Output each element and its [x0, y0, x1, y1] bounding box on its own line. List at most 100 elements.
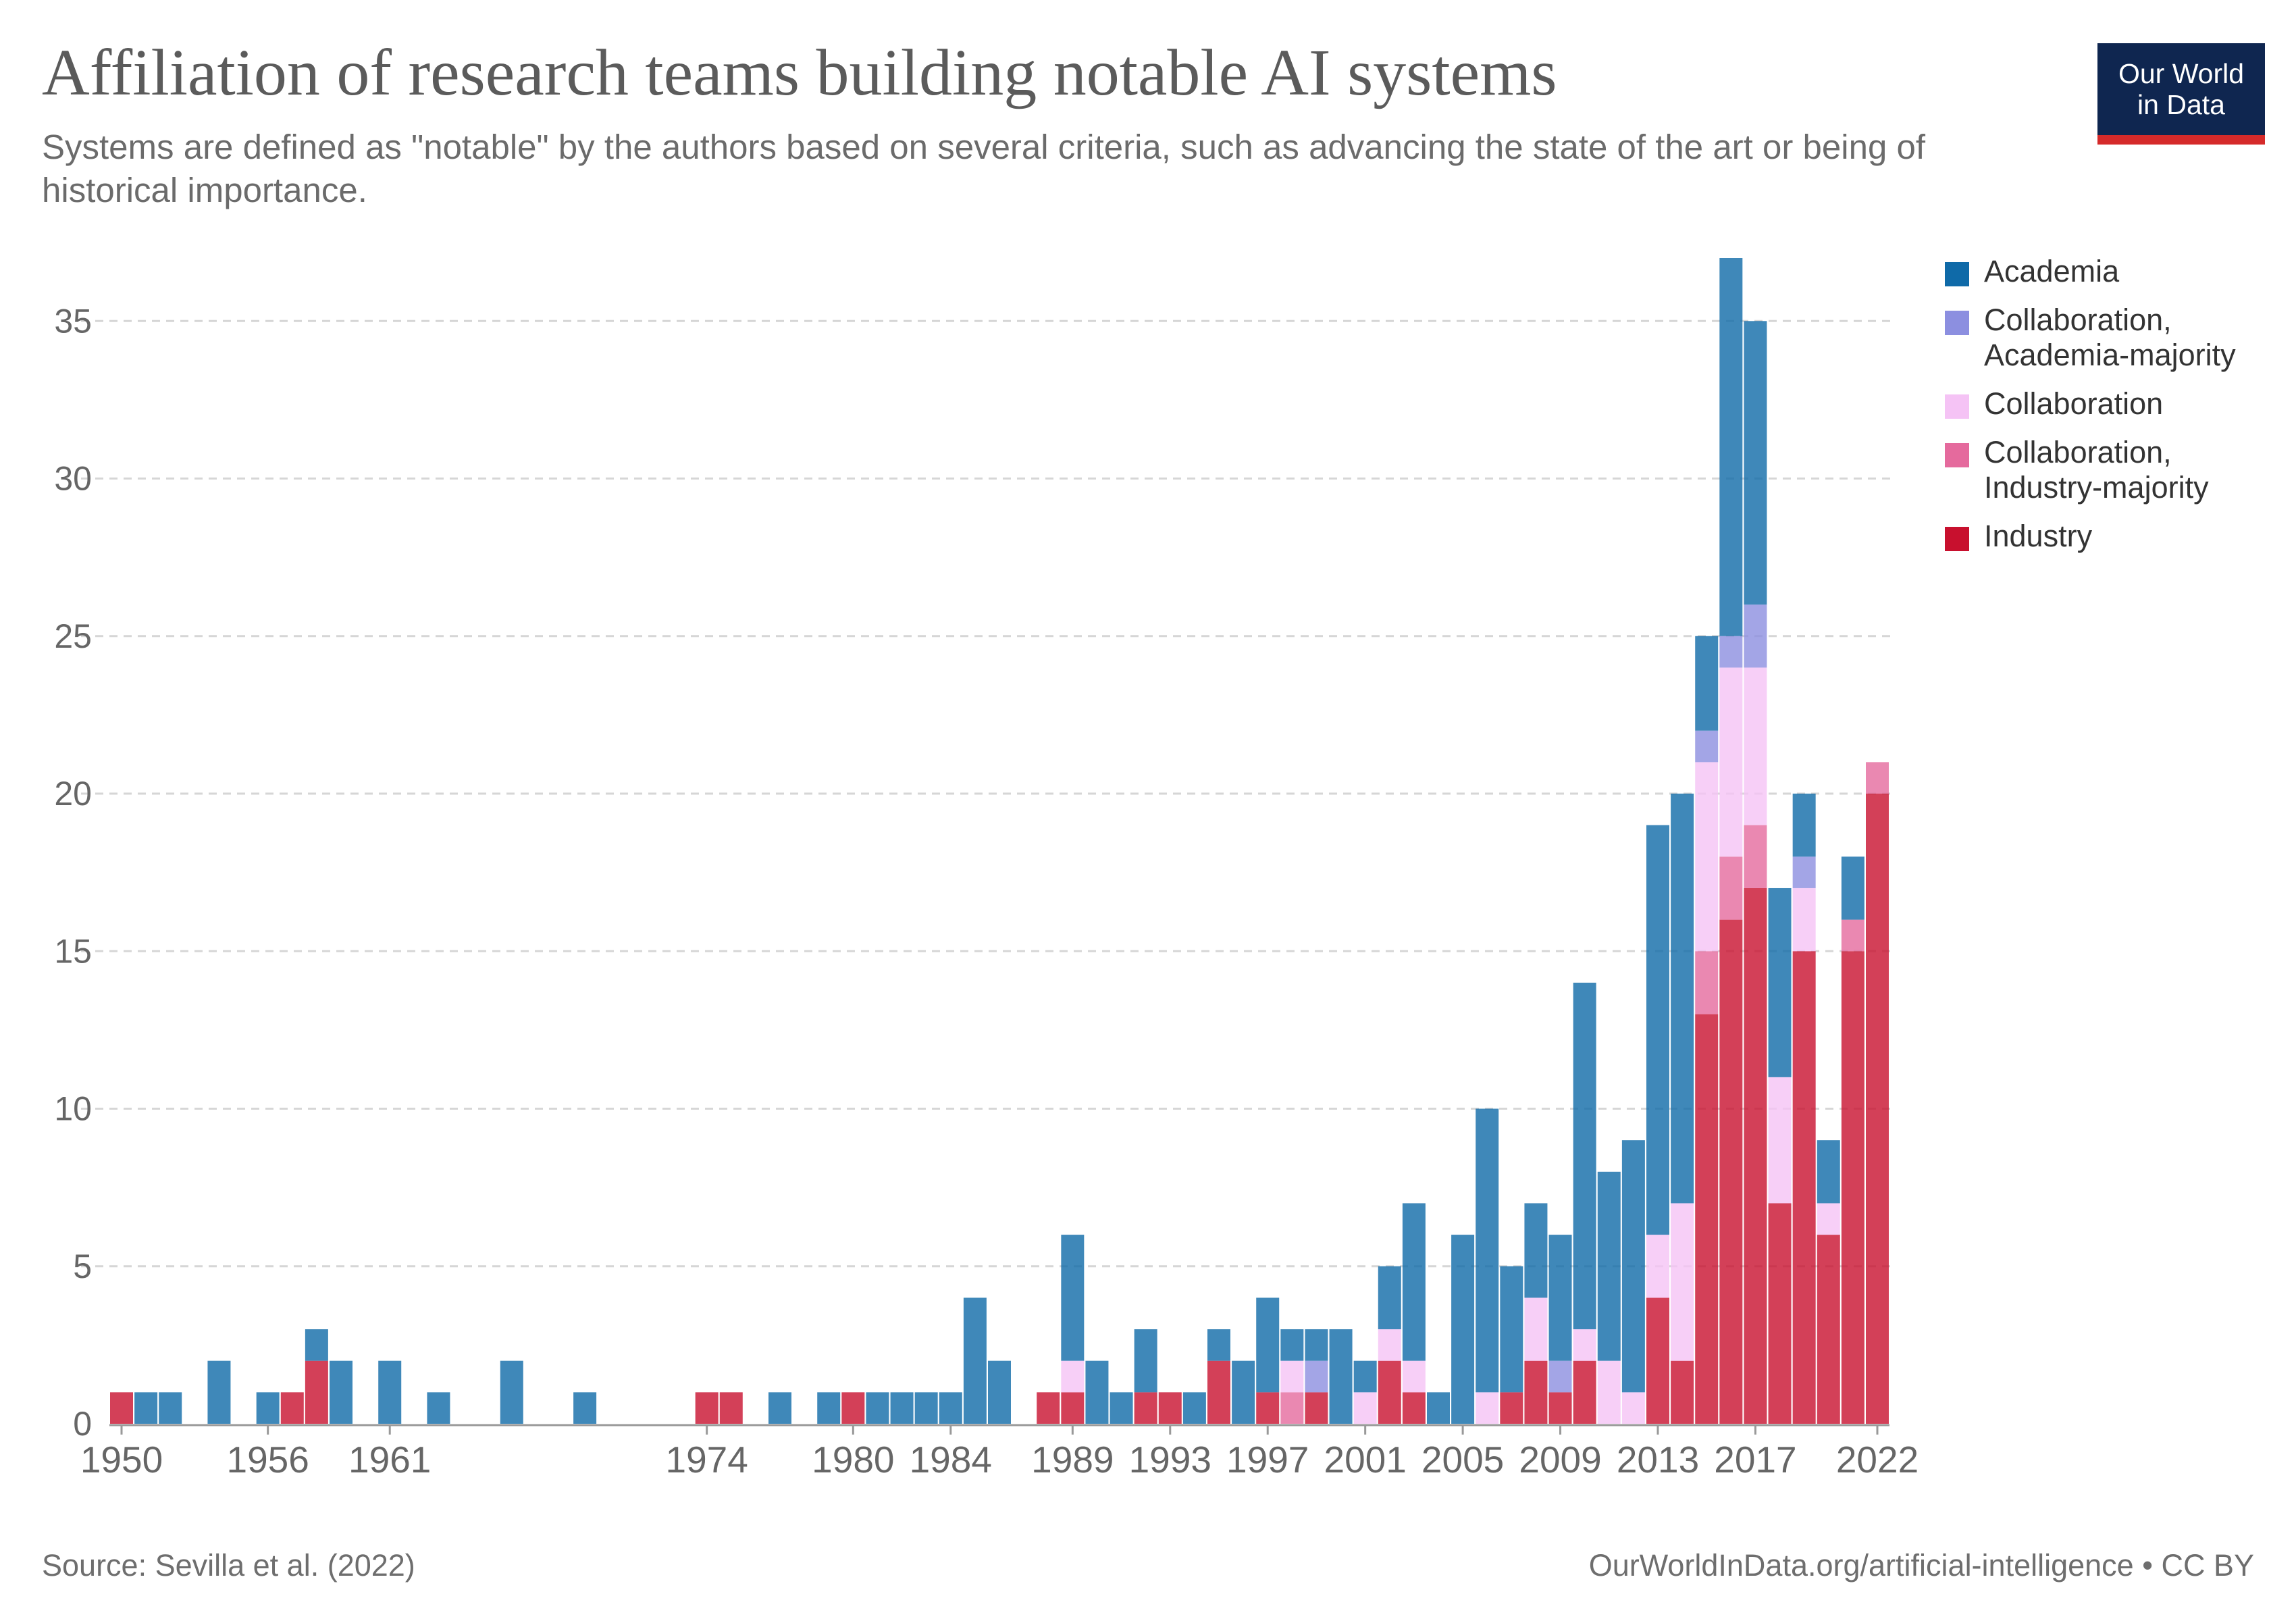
bar-segment[interactable] [1500, 1392, 1523, 1424]
bar-segment[interactable] [1841, 856, 1864, 920]
bar-segment[interactable] [1476, 1108, 1499, 1393]
bar-segment[interactable] [1744, 321, 1767, 605]
bar-segment[interactable] [890, 1392, 914, 1424]
bar-segment[interactable] [1695, 730, 1719, 763]
bar-segment[interactable] [1597, 1360, 1621, 1424]
bar-segment[interactable] [988, 1360, 1011, 1424]
legend-item[interactable]: Collaboration, Academia-majority [1945, 303, 2236, 373]
bar-segment[interactable] [1207, 1329, 1230, 1361]
legend-item[interactable]: Collaboration [1945, 386, 2236, 421]
bar-segment[interactable] [914, 1392, 938, 1424]
bar-segment[interactable] [1329, 1329, 1353, 1424]
bar-segment[interactable] [1719, 258, 1743, 636]
bar-segment[interactable] [1548, 1392, 1572, 1424]
bar-segment[interactable] [1232, 1360, 1255, 1424]
bar-segment[interactable] [1573, 1329, 1596, 1361]
legend-item[interactable]: Academia [1945, 254, 2236, 289]
bar-segment[interactable] [1744, 667, 1767, 825]
bar-segment[interactable] [1524, 1360, 1548, 1424]
bar-segment[interactable] [305, 1329, 328, 1361]
bar-segment[interactable] [1695, 1014, 1719, 1424]
bar-segment[interactable] [1182, 1392, 1206, 1424]
bar-segment[interactable] [159, 1392, 182, 1424]
bar-segment[interactable] [1671, 1203, 1694, 1361]
legend-item[interactable]: Collaboration, Industry-majority [1945, 435, 2236, 505]
bar-segment[interactable] [1646, 825, 1669, 1235]
bar-segment[interactable] [207, 1360, 231, 1424]
bar-segment[interactable] [1353, 1392, 1377, 1424]
bar-segment[interactable] [1134, 1329, 1157, 1393]
bar-segment[interactable] [1061, 1392, 1085, 1424]
owid-logo[interactable]: Our World in Data [2097, 43, 2265, 145]
bar-segment[interactable] [719, 1392, 743, 1424]
bar-segment[interactable] [1158, 1392, 1182, 1424]
bar-segment[interactable] [378, 1360, 402, 1424]
bar-segment[interactable] [1110, 1392, 1133, 1424]
bar-segment[interactable] [1353, 1360, 1377, 1393]
bar-segment[interactable] [1792, 951, 1816, 1424]
credit-link[interactable]: OurWorldInData.org/artificial-intelligen… [1588, 1548, 2254, 1583]
bar-segment[interactable] [280, 1392, 304, 1424]
bar-segment[interactable] [939, 1392, 962, 1424]
bar-segment[interactable] [1866, 762, 1889, 794]
bar-segment[interactable] [1037, 1392, 1060, 1424]
bar-segment[interactable] [841, 1392, 865, 1424]
bar-segment[interactable] [1744, 887, 1767, 1424]
bar-segment[interactable] [1768, 887, 1792, 1077]
bar-segment[interactable] [1256, 1297, 1280, 1393]
bar-segment[interactable] [1378, 1360, 1401, 1424]
bar-segment[interactable] [256, 1392, 280, 1424]
bar-segment[interactable] [1305, 1392, 1328, 1424]
bar-segment[interactable] [1524, 1297, 1548, 1361]
bar-segment[interactable] [427, 1392, 450, 1424]
bar-segment[interactable] [1841, 951, 1864, 1424]
bar-segment[interactable] [1817, 1140, 1840, 1204]
legend-item[interactable]: Industry [1945, 519, 2236, 554]
bar-segment[interactable] [1573, 982, 1596, 1330]
bar-segment[interactable] [1500, 1266, 1523, 1393]
bar-segment[interactable] [1573, 1360, 1596, 1424]
bar-segment[interactable] [1866, 794, 1889, 1424]
bar-segment[interactable] [1256, 1392, 1280, 1424]
bar-segment[interactable] [1402, 1360, 1426, 1393]
bar-segment[interactable] [1451, 1235, 1475, 1424]
bar-segment[interactable] [1768, 1203, 1792, 1424]
bar-segment[interactable] [1646, 1235, 1669, 1298]
bar-segment[interactable] [1817, 1203, 1840, 1235]
bar-segment[interactable] [768, 1392, 791, 1424]
bar-segment[interactable] [573, 1392, 597, 1424]
bar-segment[interactable] [330, 1360, 353, 1424]
bar-segment[interactable] [1646, 1297, 1669, 1424]
bar-segment[interactable] [1548, 1235, 1572, 1361]
bar-segment[interactable] [1378, 1329, 1401, 1361]
bar-segment[interactable] [1817, 1235, 1840, 1424]
bar-segment[interactable] [1719, 636, 1743, 668]
bar-segment[interactable] [1524, 1203, 1548, 1298]
bar-segment[interactable] [1280, 1392, 1304, 1424]
bar-segment[interactable] [500, 1360, 523, 1424]
bar-segment[interactable] [110, 1392, 133, 1424]
bar-segment[interactable] [1719, 919, 1743, 1424]
bar-segment[interactable] [1378, 1266, 1401, 1330]
bar-segment[interactable] [1548, 1360, 1572, 1393]
bar-segment[interactable] [1597, 1171, 1621, 1361]
bar-segment[interactable] [1305, 1329, 1328, 1361]
bar-segment[interactable] [1427, 1392, 1450, 1424]
bar-segment[interactable] [1792, 856, 1816, 888]
bar-segment[interactable] [1207, 1360, 1230, 1424]
bar-segment[interactable] [695, 1392, 719, 1424]
bar-segment[interactable] [1476, 1392, 1499, 1424]
bar-segment[interactable] [1085, 1360, 1109, 1424]
bar-segment[interactable] [1061, 1235, 1085, 1361]
bar-segment[interactable] [1280, 1329, 1304, 1361]
bar-segment[interactable] [963, 1297, 987, 1424]
bar-segment[interactable] [1695, 762, 1719, 952]
bar-segment[interactable] [1671, 794, 1694, 1204]
bar-segment[interactable] [1305, 1360, 1328, 1393]
bar-segment[interactable] [1134, 1392, 1157, 1424]
bar-segment[interactable] [1841, 919, 1864, 952]
bar-segment[interactable] [1402, 1392, 1426, 1424]
bar-segment[interactable] [866, 1392, 889, 1424]
bar-segment[interactable] [305, 1360, 328, 1424]
bar-segment[interactable] [1280, 1360, 1304, 1393]
